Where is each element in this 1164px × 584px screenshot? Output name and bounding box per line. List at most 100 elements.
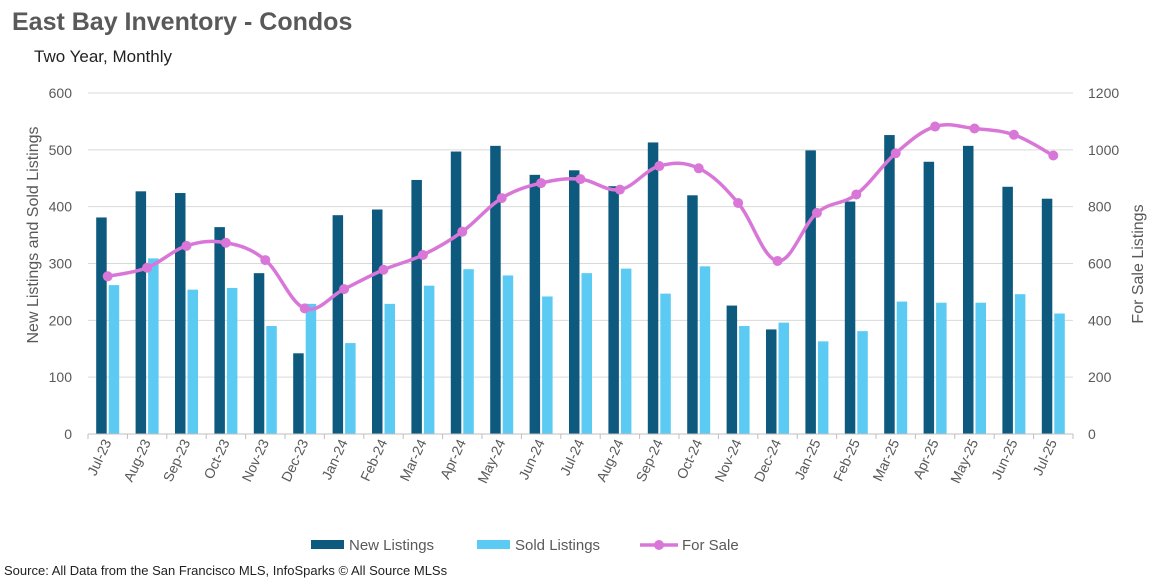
x-tick-label: May-25 bbox=[947, 436, 981, 485]
sold-listings-bar bbox=[699, 266, 711, 434]
for-sale-point bbox=[654, 161, 665, 172]
x-tick-label: Jul-23 bbox=[84, 436, 115, 478]
new-listings-bar bbox=[450, 151, 462, 434]
x-tick-label: Aug-24 bbox=[593, 436, 627, 484]
for-sale-point bbox=[693, 163, 704, 174]
new-listings-bar bbox=[608, 186, 619, 434]
legend-swatch-sold-listings bbox=[477, 540, 510, 549]
new-listings-bar bbox=[884, 135, 895, 434]
y-tick-label: 600 bbox=[49, 85, 73, 101]
for-sale-point bbox=[851, 189, 862, 200]
for-sale-point bbox=[575, 174, 586, 185]
legend-label-new-listings: New Listings bbox=[349, 537, 434, 554]
y2-tick-label: 600 bbox=[1088, 256, 1112, 272]
new-listings-bar bbox=[214, 227, 225, 434]
sold-listings-bar bbox=[502, 275, 514, 434]
bars bbox=[96, 135, 1065, 435]
x-tick-label: Nov-24 bbox=[711, 436, 745, 484]
x-tick-label: Sep-23 bbox=[160, 436, 194, 484]
sold-listings-bar bbox=[384, 303, 395, 434]
y-tick-label: 200 bbox=[49, 312, 73, 328]
for-sale-line bbox=[107, 123, 1055, 312]
sold-listings-bar bbox=[975, 302, 986, 434]
legend-swatch-new-listings bbox=[311, 540, 344, 549]
new-listings-bar bbox=[332, 215, 344, 434]
chart-title: East Bay Inventory - Condos bbox=[12, 8, 353, 36]
x-tick-label: Feb-24 bbox=[357, 436, 390, 483]
for-sale-point bbox=[1008, 129, 1019, 140]
for-sale-point bbox=[772, 255, 783, 266]
x-tick-label: May-24 bbox=[474, 436, 508, 485]
y2-tick-label: 200 bbox=[1088, 369, 1112, 385]
sold-listings-bar bbox=[817, 341, 829, 434]
for-sale-point bbox=[811, 207, 822, 218]
new-listings-bar bbox=[529, 174, 541, 434]
new-listings-bar bbox=[726, 305, 738, 434]
sold-listings-bar bbox=[108, 285, 120, 434]
new-listings-bar bbox=[805, 150, 816, 434]
new-listings-bar bbox=[135, 191, 147, 434]
new-listings-bar bbox=[766, 329, 777, 434]
for-sale-point bbox=[417, 249, 428, 260]
for-sale-line-group bbox=[102, 121, 1059, 314]
x-tick-label: Mar-25 bbox=[869, 436, 902, 483]
y-tick-label: 500 bbox=[49, 142, 73, 158]
y2-tick-label: 800 bbox=[1088, 199, 1112, 215]
sold-listings-bar bbox=[857, 331, 868, 434]
x-tick-label: Sep-24 bbox=[632, 436, 666, 484]
y-tick-label: 100 bbox=[49, 369, 73, 385]
for-sale-point bbox=[142, 262, 153, 273]
new-listings-bar bbox=[1041, 198, 1053, 434]
sold-listings-bar bbox=[896, 301, 908, 434]
for-sale-point bbox=[102, 271, 113, 282]
sold-listings-bar bbox=[581, 273, 592, 434]
for-sale-point bbox=[496, 193, 507, 204]
new-listings-bar bbox=[175, 193, 186, 434]
x-tick-label: Apr-25 bbox=[910, 436, 942, 481]
y-tick-label: 400 bbox=[49, 199, 73, 215]
x-tick-label: Jan-25 bbox=[791, 436, 824, 482]
x-tick-label: Jun-24 bbox=[515, 436, 548, 482]
x-tick-label: Oct-24 bbox=[673, 436, 705, 481]
new-listings-bar bbox=[293, 353, 304, 434]
y2-axis-title: For Sale Listings bbox=[1130, 204, 1147, 323]
sold-listings-bar bbox=[226, 287, 238, 434]
sold-listings-bar bbox=[148, 258, 159, 434]
for-sale-point bbox=[614, 184, 625, 195]
new-listings-bar bbox=[963, 145, 974, 435]
y2-tick-label: 0 bbox=[1088, 426, 1096, 442]
new-listings-bar bbox=[923, 161, 935, 435]
legend-label-for-sale: For Sale bbox=[682, 537, 739, 554]
for-sale-point bbox=[181, 240, 192, 251]
x-tick-label: Dec-23 bbox=[278, 436, 312, 484]
for-sale-point bbox=[733, 197, 744, 208]
for-sale-point bbox=[536, 178, 547, 189]
sold-listings-bar bbox=[423, 285, 435, 434]
x-tick-label: Apr-24 bbox=[437, 436, 469, 481]
sold-listings-bar bbox=[187, 289, 198, 434]
for-sale-point bbox=[930, 121, 941, 132]
sold-listings-bar bbox=[660, 293, 671, 434]
sold-listings-bar bbox=[739, 326, 750, 434]
legend-label-sold-listings: Sold Listings bbox=[515, 537, 600, 554]
sold-listings-bar bbox=[1014, 294, 1026, 434]
sold-listings-bar bbox=[305, 303, 317, 434]
new-listings-bar bbox=[1002, 186, 1013, 434]
sold-listings-bar bbox=[266, 326, 277, 434]
new-listings-bar bbox=[490, 145, 501, 435]
new-listings-bar bbox=[569, 170, 580, 434]
y-axis-title: New Listings and Sold Listings bbox=[25, 126, 42, 343]
sold-listings-bar bbox=[936, 302, 947, 434]
new-listings-bar bbox=[372, 209, 383, 434]
y2-tick-label: 400 bbox=[1088, 312, 1112, 328]
new-listings-bar bbox=[844, 201, 856, 434]
legend: New Listings Sold Listings For Sale bbox=[311, 537, 739, 554]
for-sale-point bbox=[1048, 150, 1059, 161]
x-tick-label: Feb-25 bbox=[830, 436, 863, 483]
sold-listings-bar bbox=[463, 269, 474, 434]
for-sale-point bbox=[890, 148, 901, 159]
new-listings-bar bbox=[96, 217, 107, 434]
for-sale-point bbox=[969, 123, 980, 134]
for-sale-point bbox=[339, 284, 350, 295]
